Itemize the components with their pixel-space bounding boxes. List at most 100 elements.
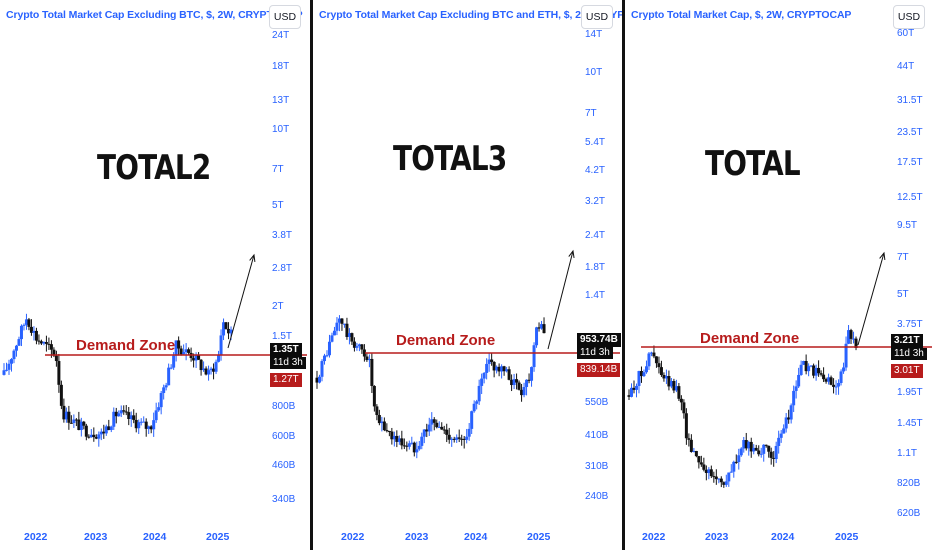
candle-body xyxy=(507,369,511,380)
candle-body xyxy=(709,469,713,477)
currency-button[interactable]: USD xyxy=(893,5,925,29)
y-tick-label: 2T xyxy=(272,301,284,312)
x-tick-label: 2022 xyxy=(24,531,48,543)
candle-body xyxy=(74,419,78,421)
candle-body xyxy=(672,381,676,391)
candle-body xyxy=(385,430,389,432)
candle-body xyxy=(330,335,334,342)
candle-body xyxy=(739,448,743,456)
x-tick-label: 2023 xyxy=(705,531,729,543)
candle-body xyxy=(405,445,409,447)
candle-body xyxy=(370,358,374,386)
chart-label: TOTAL3 xyxy=(393,139,507,179)
trend-arrow[interactable] xyxy=(857,252,885,346)
candles-svg-total2[interactable] xyxy=(0,0,311,550)
demand-zone-label: Demand Zone xyxy=(396,332,496,349)
chart-panel-total3[interactable]: Crypto Total Market Cap Excluding BTC an… xyxy=(313,0,623,550)
candle-body xyxy=(79,421,83,431)
candle-body xyxy=(485,363,489,373)
candle-body xyxy=(752,447,756,452)
candle-body xyxy=(14,345,18,351)
candle-body xyxy=(417,445,421,450)
y-tick-label: 1.8T xyxy=(585,262,606,273)
candle-body xyxy=(102,431,106,434)
candle-body xyxy=(435,422,439,428)
candle-body xyxy=(470,411,474,429)
candle-body xyxy=(402,445,406,447)
zone-price-label: 839.14B xyxy=(577,363,621,377)
candle-body xyxy=(667,376,671,387)
candle-body xyxy=(347,333,351,337)
candles-svg-total3[interactable] xyxy=(313,0,623,550)
candle-body xyxy=(834,386,838,388)
candle-body xyxy=(412,442,416,453)
candle-body xyxy=(512,379,516,386)
candle-body xyxy=(502,366,506,372)
candle-body xyxy=(377,415,381,424)
trend-arrow-head xyxy=(249,253,256,263)
candle-body xyxy=(164,385,168,388)
candle-body xyxy=(39,341,43,344)
candle-body xyxy=(654,356,658,364)
candle-body xyxy=(162,387,166,394)
candle-body xyxy=(714,476,718,480)
y-tick-label: 820B xyxy=(897,478,921,489)
candle-body xyxy=(425,429,429,432)
candle-body xyxy=(827,377,831,382)
candle-body xyxy=(397,438,401,442)
candle-body xyxy=(842,367,846,372)
y-tick-label: 7T xyxy=(585,108,597,119)
currency-button[interactable]: USD xyxy=(581,5,613,29)
candle-body xyxy=(129,415,133,419)
candle-body xyxy=(430,419,434,425)
candle-body xyxy=(382,421,386,431)
currency-button[interactable]: USD xyxy=(269,5,301,29)
candle-body xyxy=(107,426,111,430)
candle-body xyxy=(337,318,341,323)
candle-body xyxy=(759,453,763,455)
candle-body xyxy=(819,373,823,375)
candle-body xyxy=(777,437,781,446)
trend-arrow[interactable] xyxy=(547,250,574,350)
y-tick-label: 23.5T xyxy=(897,127,923,138)
y-tick-label: 31.5T xyxy=(897,95,923,106)
demand-zone-label: Demand Zone xyxy=(76,337,176,354)
candle-body xyxy=(345,323,349,337)
candle-body xyxy=(154,410,158,421)
candle-body xyxy=(159,393,163,408)
chart-panel-total2[interactable]: Crypto Total Market Cap Excluding BTC, $… xyxy=(0,0,311,550)
candles-svg-total[interactable] xyxy=(625,0,932,550)
candle-body xyxy=(467,428,471,437)
candle-body xyxy=(789,405,793,420)
candle-body xyxy=(452,438,456,440)
candle-body xyxy=(202,368,206,371)
y-tick-label: 1.45T xyxy=(897,418,923,429)
y-tick-label: 2.4T xyxy=(585,230,606,241)
candle-body xyxy=(535,327,539,346)
candle-body xyxy=(229,329,233,334)
candle-body xyxy=(510,379,514,386)
candle-body xyxy=(97,434,101,439)
candle-body xyxy=(679,398,683,403)
candle-body xyxy=(142,421,146,423)
chart-panel-total[interactable]: Crypto Total Market Cap, $, 2W, CRYPTOCA… xyxy=(625,0,932,550)
candle-body xyxy=(9,359,13,364)
candle-body xyxy=(852,338,856,340)
candle-body xyxy=(779,433,783,438)
candle-body xyxy=(132,415,136,420)
candle-body xyxy=(647,353,651,367)
candle-body xyxy=(144,421,148,429)
candle-body xyxy=(799,364,803,375)
candle-body xyxy=(84,425,88,437)
candle-body xyxy=(357,344,361,347)
candle-body xyxy=(829,377,833,385)
chart-label: TOTAL2 xyxy=(97,148,211,188)
countdown-label: 11d 3h xyxy=(270,357,306,369)
trend-arrow[interactable] xyxy=(227,254,255,349)
candle-body xyxy=(19,325,23,340)
candle-body xyxy=(472,403,476,412)
candle-body xyxy=(704,469,708,474)
candle-body xyxy=(769,451,773,458)
candle-body xyxy=(119,410,123,414)
candle-body xyxy=(387,430,391,432)
